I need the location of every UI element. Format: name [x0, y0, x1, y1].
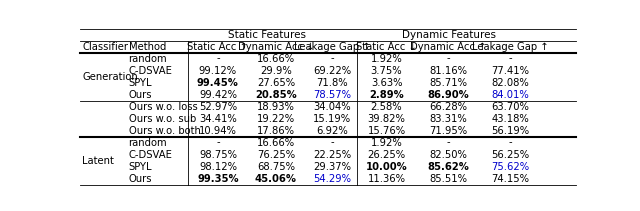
Text: 15.19%: 15.19% — [313, 114, 351, 124]
Text: 83.31%: 83.31% — [429, 114, 467, 124]
Text: 75.62%: 75.62% — [492, 162, 529, 172]
Text: -: - — [446, 54, 450, 64]
Text: 77.41%: 77.41% — [492, 66, 529, 76]
Text: 52.97%: 52.97% — [199, 101, 237, 112]
Text: 68.75%: 68.75% — [257, 162, 295, 172]
Text: random: random — [129, 54, 167, 64]
Text: 29.9%: 29.9% — [260, 66, 292, 76]
Text: 71.95%: 71.95% — [429, 126, 467, 135]
Text: Ours w.o. loss: Ours w.o. loss — [129, 101, 197, 112]
Text: 2.58%: 2.58% — [371, 101, 403, 112]
Text: Leakage Gap ↑: Leakage Gap ↑ — [472, 42, 549, 51]
Text: Static Features: Static Features — [228, 30, 307, 40]
Text: 26.25%: 26.25% — [367, 150, 406, 160]
Text: 71.8%: 71.8% — [316, 78, 348, 88]
Text: -: - — [216, 138, 220, 147]
Text: C-DSVAE: C-DSVAE — [129, 150, 173, 160]
Text: 17.86%: 17.86% — [257, 126, 295, 135]
Text: 98.12%: 98.12% — [199, 162, 237, 172]
Text: 34.41%: 34.41% — [199, 114, 237, 124]
Text: Dynamic Features: Dynamic Features — [401, 30, 495, 40]
Text: Classifier: Classifier — [83, 42, 129, 51]
Text: SPYL: SPYL — [129, 78, 152, 88]
Text: 45.06%: 45.06% — [255, 173, 297, 184]
Text: 6.92%: 6.92% — [316, 126, 348, 135]
Text: 16.66%: 16.66% — [257, 54, 295, 64]
Text: 99.35%: 99.35% — [197, 173, 239, 184]
Text: Generation: Generation — [83, 72, 138, 82]
Text: 43.18%: 43.18% — [492, 114, 529, 124]
Text: 3.75%: 3.75% — [371, 66, 403, 76]
Text: 56.25%: 56.25% — [492, 150, 529, 160]
Text: 82.50%: 82.50% — [429, 150, 467, 160]
Text: 10.00%: 10.00% — [365, 162, 408, 172]
Text: -: - — [330, 54, 334, 64]
Text: 78.57%: 78.57% — [313, 89, 351, 100]
Text: SPYL: SPYL — [129, 162, 152, 172]
Text: -: - — [509, 138, 513, 147]
Text: 16.66%: 16.66% — [257, 138, 295, 147]
Text: 22.25%: 22.25% — [313, 150, 351, 160]
Text: 85.51%: 85.51% — [429, 173, 467, 184]
Text: -: - — [330, 138, 334, 147]
Text: 82.08%: 82.08% — [492, 78, 529, 88]
Text: 54.29%: 54.29% — [313, 173, 351, 184]
Text: 85.62%: 85.62% — [427, 162, 469, 172]
Text: 98.75%: 98.75% — [199, 150, 237, 160]
Text: 18.93%: 18.93% — [257, 101, 295, 112]
Text: Method: Method — [129, 42, 166, 51]
Text: -: - — [509, 54, 513, 64]
Text: 15.76%: 15.76% — [367, 126, 406, 135]
Text: Ours: Ours — [129, 89, 152, 100]
Text: 81.16%: 81.16% — [429, 66, 467, 76]
Text: 27.65%: 27.65% — [257, 78, 295, 88]
Text: 29.37%: 29.37% — [313, 162, 351, 172]
Text: Ours w.o. both: Ours w.o. both — [129, 126, 200, 135]
Text: Dynamic Acc ↑: Dynamic Acc ↑ — [410, 42, 486, 51]
Text: Ours w.o. sub: Ours w.o. sub — [129, 114, 196, 124]
Text: 86.90%: 86.90% — [427, 89, 469, 100]
Text: 10.94%: 10.94% — [199, 126, 237, 135]
Text: 1.92%: 1.92% — [371, 54, 403, 64]
Text: 39.82%: 39.82% — [367, 114, 406, 124]
Text: 3.63%: 3.63% — [371, 78, 403, 88]
Text: 84.01%: 84.01% — [492, 89, 529, 100]
Text: Latent: Latent — [83, 156, 115, 166]
Text: 20.85%: 20.85% — [255, 89, 297, 100]
Text: C-DSVAE: C-DSVAE — [129, 66, 173, 76]
Text: Ours: Ours — [129, 173, 152, 184]
Text: 2.89%: 2.89% — [369, 89, 404, 100]
Text: 66.28%: 66.28% — [429, 101, 467, 112]
Text: 56.19%: 56.19% — [492, 126, 529, 135]
Text: Static Acc ↓: Static Acc ↓ — [356, 42, 417, 51]
Text: 74.15%: 74.15% — [492, 173, 529, 184]
Text: random: random — [129, 138, 167, 147]
Text: 99.45%: 99.45% — [197, 78, 239, 88]
Text: Leakage Gap ↑: Leakage Gap ↑ — [294, 42, 371, 51]
Text: 34.04%: 34.04% — [313, 101, 351, 112]
Text: 1.92%: 1.92% — [371, 138, 403, 147]
Text: 63.70%: 63.70% — [492, 101, 529, 112]
Text: 69.22%: 69.22% — [313, 66, 351, 76]
Text: 85.71%: 85.71% — [429, 78, 467, 88]
Text: 99.42%: 99.42% — [199, 89, 237, 100]
Text: Static Acc ↑: Static Acc ↑ — [188, 42, 248, 51]
Text: 76.25%: 76.25% — [257, 150, 295, 160]
Text: -: - — [446, 138, 450, 147]
Text: -: - — [216, 54, 220, 64]
Text: 19.22%: 19.22% — [257, 114, 295, 124]
Text: Dynamic Acc ↓: Dynamic Acc ↓ — [237, 42, 314, 51]
Text: 99.12%: 99.12% — [199, 66, 237, 76]
Text: 11.36%: 11.36% — [367, 173, 406, 184]
